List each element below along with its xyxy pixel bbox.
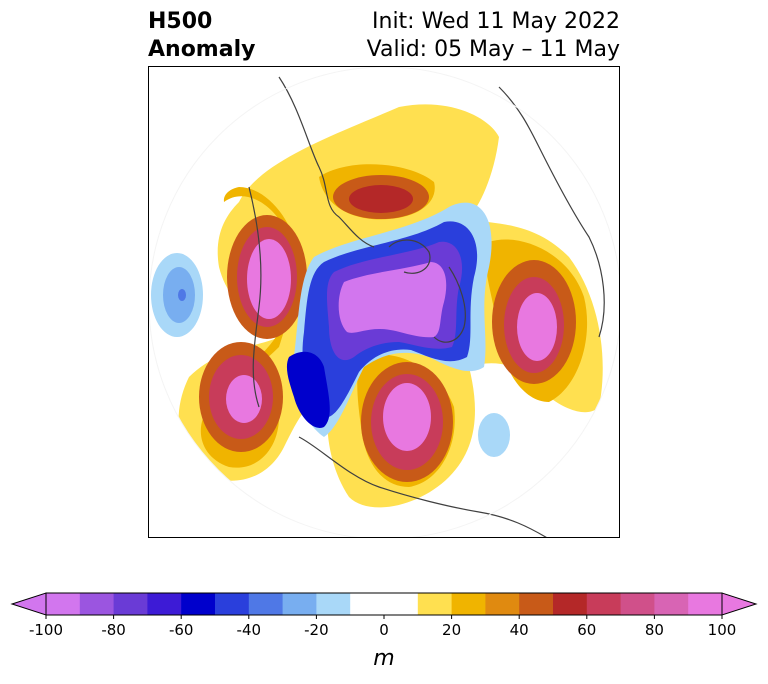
colorbar-tick-label: -80 <box>101 621 126 639</box>
colorbar-swatch <box>384 593 419 615</box>
colorbar-swatch <box>519 593 554 615</box>
colorbar-tick-label: -40 <box>237 621 262 639</box>
colorbar-swatch <box>113 593 148 615</box>
colorbar-tick-label: -100 <box>29 621 63 639</box>
valid-range: Valid: 05 May – 11 May <box>366 37 620 62</box>
colorbar-swatch <box>46 593 81 615</box>
atlantic-low <box>478 413 510 457</box>
colorbar-swatch <box>654 593 689 615</box>
colorbar-tick-label: 80 <box>645 621 664 639</box>
colorbar-swatch <box>316 593 351 615</box>
negative-anomaly-trough <box>286 351 330 428</box>
high-core-west-lower-peak <box>226 375 262 423</box>
colorbar-tick-label: 20 <box>442 621 461 639</box>
high-core-europe-peak <box>517 293 557 361</box>
colorbar: -100 -80 -60 -40 -20 0 20 40 60 80 100 <box>0 586 768 676</box>
colorbar-swatch <box>485 593 520 615</box>
colorbar-swatch <box>417 593 453 615</box>
anomaly-fields <box>151 104 603 508</box>
colorbar-tick-label: -60 <box>169 621 194 639</box>
colorbar-tick-label: 60 <box>577 621 596 639</box>
colorbar-tick-label: 40 <box>510 621 529 639</box>
colorbar-swatch <box>181 593 216 615</box>
map-panel <box>148 66 620 538</box>
colorbar-tick-label: 100 <box>708 621 737 639</box>
colorbar-swatch <box>350 593 385 615</box>
colorbar-swatch <box>451 593 486 615</box>
high-core-west-upper-peak <box>247 239 291 319</box>
colorbar-swatch <box>248 593 284 615</box>
colorbar-swatch <box>620 593 655 615</box>
title-variable: H500 <box>148 9 213 34</box>
colorbar-tick-label: 0 <box>379 621 389 639</box>
colorbar-extend-low <box>10 592 47 616</box>
map-title: H500 Anomaly <box>148 8 255 64</box>
colorbar-swatch <box>79 593 115 615</box>
coastlines <box>248 76 605 537</box>
colorbar-swatch <box>688 593 723 615</box>
pacific-low-core <box>178 289 186 301</box>
colorbar-graphic: -100 -80 -60 -40 -20 0 20 40 60 80 100 <box>10 592 758 639</box>
colorbar-swatch <box>147 593 182 615</box>
anomaly-map <box>149 67 619 537</box>
colorbar-swatch <box>215 593 250 615</box>
init-date: Init: Wed 11 May 2022 <box>372 9 620 34</box>
colorbar-tick-label: -20 <box>304 621 329 639</box>
colorbar-unit: m <box>373 646 395 671</box>
high-core-north-inner <box>349 185 413 213</box>
negative-anomaly-peak <box>338 262 447 338</box>
colorbar-swatch <box>282 593 317 615</box>
high-core-pacific-peak <box>383 383 431 451</box>
colorbar-extend-high <box>721 592 758 616</box>
colorbar-swatch <box>553 593 588 615</box>
title-type: Anomaly <box>148 37 256 62</box>
colorbar-swatch <box>586 593 622 615</box>
map-dates: Init: Wed 11 May 2022 Valid: 05 May – 11… <box>367 8 620 64</box>
